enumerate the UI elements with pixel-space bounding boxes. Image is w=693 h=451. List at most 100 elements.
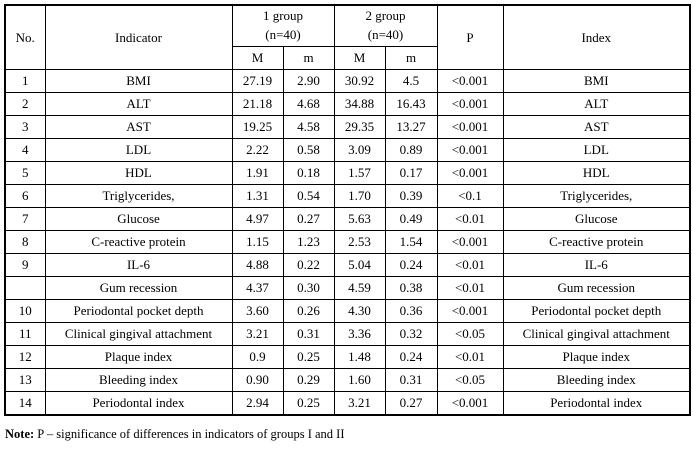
cell-indicator: Glucose (44, 207, 233, 231)
cell-g2-M: 2.53 (333, 230, 386, 254)
cell-p: <0.05 (436, 368, 504, 392)
group1-n: (n=40) (265, 27, 301, 42)
cell-no: 7 (4, 207, 46, 231)
cell-g1-M: 1.15 (231, 230, 284, 254)
cell-index: Bleeding index (502, 368, 691, 392)
cell-g1-M: 2.22 (231, 138, 284, 162)
cell-index: BMI (502, 69, 691, 93)
cell-g2-M: 4.30 (333, 299, 386, 323)
group2-name: 2 group (365, 8, 406, 24)
cell-p: <0.001 (436, 69, 504, 93)
cell-g2-M: 3.09 (333, 138, 386, 162)
cell-p: <0.01 (436, 207, 504, 231)
cell-indicator: HDL (44, 161, 233, 185)
table-row: 5 HDL 1.91 0.18 1.57 0.17 <0.001 HDL (4, 161, 691, 185)
cell-index: ALT (502, 92, 691, 116)
cell-g1-m: 0.31 (282, 322, 335, 346)
cell-no: 6 (4, 184, 46, 208)
cell-index: AST (502, 115, 691, 139)
cell-g2-M: 5.04 (333, 253, 386, 277)
cell-g1-M: 4.97 (231, 207, 284, 231)
cell-g1-M: 4.37 (231, 276, 284, 300)
cell-no: 14 (4, 391, 46, 416)
cell-p: <0.001 (436, 138, 504, 162)
header-row-sub: M m M m (5, 46, 690, 70)
cell-index: Glucose (502, 207, 691, 231)
cell-index: C-reactive protein (502, 230, 691, 254)
table-row: 9 IL-6 4.88 0.22 5.04 0.24 <0.01 IL-6 (4, 253, 691, 277)
table-row: Gum recession 4.37 0.30 4.59 0.38 <0.01 Gum re… (4, 276, 691, 300)
cell-g1-M: 1.31 (231, 184, 284, 208)
table-row: 4 LDL 2.22 0.58 3.09 0.89 <0.001 LDL (4, 138, 691, 162)
cell-g2-M: 34.88 (333, 92, 386, 116)
table-row: 3 AST 19.25 4.58 29.35 13.27 <0.001 AST (4, 115, 691, 139)
cell-no: 4 (4, 138, 46, 162)
col-header-no: No. (4, 4, 46, 70)
table-row: 10 Periodontal pocket depth 3.60 0.26 4.30 0.… (4, 299, 691, 323)
cell-no: 8 (4, 230, 46, 254)
table-row: 1 BMI 27.19 2.90 30.92 4.5 <0.001 BMI (4, 69, 691, 93)
cell-g1-m: 0.26 (282, 299, 335, 323)
cell-g2-m: 0.49 (384, 207, 438, 231)
cell-g2-M: 1.60 (333, 368, 386, 392)
table-row: 2 ALT 21.18 4.68 34.88 16.43 <0.001 ALT (4, 92, 691, 116)
cell-g2-M: 3.21 (333, 391, 386, 416)
table-row: 6 Triglycerides, 1.31 0.54 1.70 0.39 <0.1 Trigl… (4, 184, 691, 208)
cell-p: <0.001 (436, 92, 504, 116)
cell-index: Plaque index (502, 345, 691, 369)
cell-indicator: Periodontal pocket depth (44, 299, 233, 323)
cell-index: Periodontal index (502, 391, 691, 416)
cell-p: <0.001 (436, 299, 504, 323)
cell-g2-m: 0.89 (384, 138, 438, 162)
cell-indicator: ALT (44, 92, 233, 116)
cell-g1-m: 2.90 (282, 69, 335, 93)
cell-g2-m: 4.5 (384, 69, 438, 93)
cell-index: Gum recession (502, 276, 691, 300)
cell-indicator: Gum recession (44, 276, 233, 300)
header-row-top: No. Indicator 1 group (n=40) 2 group (n=… (4, 4, 691, 70)
cell-g1-M: 0.9 (231, 345, 284, 369)
cell-indicator: AST (44, 115, 233, 139)
table-row: 14 Periodontal index 2.94 0.25 3.21 0.27 <0.00… (4, 391, 691, 416)
note-label: Note: (5, 427, 35, 441)
table-row: 11 Clinical gingival attachment 3.21 0.31 3.… (4, 322, 691, 346)
cell-g2-M: 4.59 (333, 276, 386, 300)
cell-indicator: LDL (44, 138, 233, 162)
cell-g2-M: 5.63 (333, 207, 386, 231)
cell-indicator: BMI (44, 69, 233, 93)
indicators-table: No. Indicator 1 group (n=40) 2 group (n=… (4, 4, 691, 416)
cell-g2-m: 0.24 (384, 253, 438, 277)
cell-g2-M: 29.35 (333, 115, 386, 139)
cell-no: 3 (4, 115, 46, 139)
cell-g1-M: 2.94 (231, 391, 284, 416)
cell-g2-m: 0.32 (384, 322, 438, 346)
table-row: 7 Glucose 4.97 0.27 5.63 0.49 <0.01 Glucose (4, 207, 691, 231)
cell-g2-m: 0.38 (384, 276, 438, 300)
cell-g1-m: 0.30 (282, 276, 335, 300)
cell-index: Triglycerides, (502, 184, 691, 208)
group2-n: (n=40) (367, 27, 404, 42)
cell-g2-m: 0.39 (384, 184, 438, 208)
cell-p: <0.001 (436, 161, 504, 185)
table-row: 13 Bleeding index 0.90 0.29 1.60 0.31 <0.05 Ble… (4, 368, 691, 392)
note: Note: P – significance of differences in… (5, 427, 344, 442)
col-header-g1-M: M (231, 46, 284, 70)
cell-g1-m: 1.23 (282, 230, 335, 254)
cell-p: <0.001 (436, 230, 504, 254)
cell-g1-m: 0.54 (282, 184, 335, 208)
cell-g2-M: 1.57 (333, 161, 386, 185)
cell-g2-M: 30.92 (333, 69, 386, 93)
cell-g1-m: 0.29 (282, 368, 335, 392)
cell-p: <0.1 (436, 184, 504, 208)
cell-indicator: Clinical gingival attachment (44, 322, 233, 346)
col-header-index: Index (502, 4, 691, 70)
cell-g1-M: 4.88 (231, 253, 284, 277)
cell-g1-M: 1.91 (231, 161, 284, 185)
cell-g1-m: 0.58 (282, 138, 335, 162)
cell-g2-m: 0.27 (384, 391, 438, 416)
cell-p: <0.05 (436, 322, 504, 346)
cell-g1-M: 3.60 (231, 299, 284, 323)
cell-g1-M: 3.21 (231, 322, 284, 346)
cell-index: Periodontal pocket depth (502, 299, 691, 323)
